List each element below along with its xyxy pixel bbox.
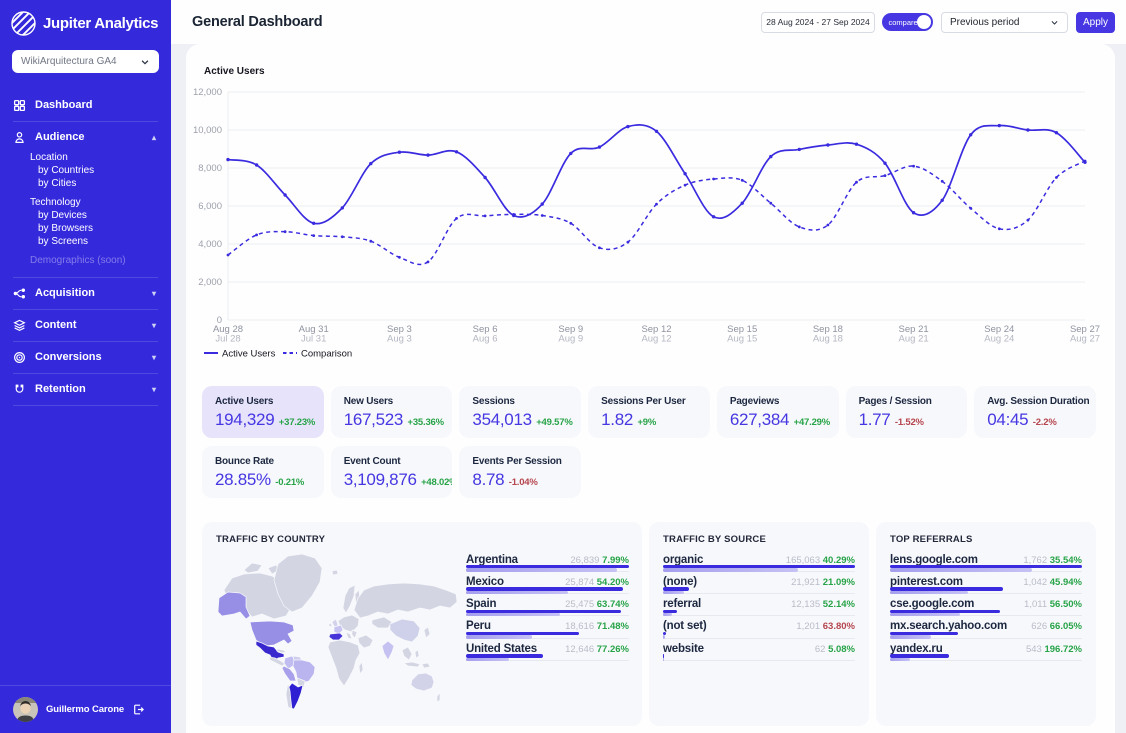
svg-text:Jul 31: Jul 31: [301, 334, 326, 345]
svg-text:8,000: 8,000: [198, 163, 222, 174]
svg-text:Sep 3: Sep 3: [387, 324, 412, 335]
svg-text:Active Users: Active Users: [222, 349, 276, 360]
svg-text:2,000: 2,000: [198, 277, 222, 288]
svg-text:Aug 27: Aug 27: [1070, 334, 1100, 345]
svg-text:6,000: 6,000: [198, 201, 222, 212]
svg-text:Aug 6: Aug 6: [473, 334, 498, 345]
svg-text:Aug 15: Aug 15: [727, 334, 757, 345]
svg-text:Sep 27: Sep 27: [1070, 324, 1100, 335]
svg-text:Aug 21: Aug 21: [899, 334, 929, 345]
svg-text:Sep 21: Sep 21: [899, 324, 929, 335]
svg-text:Sep 9: Sep 9: [558, 324, 583, 335]
svg-text:Aug 3: Aug 3: [387, 334, 412, 345]
svg-text:Aug 24: Aug 24: [984, 334, 1014, 345]
svg-text:0: 0: [217, 315, 222, 326]
svg-text:Aug 28: Aug 28: [213, 324, 243, 335]
svg-text:Sep 15: Sep 15: [727, 324, 757, 335]
svg-text:10,000: 10,000: [193, 125, 222, 136]
svg-text:Jul 28: Jul 28: [215, 334, 240, 345]
svg-text:4,000: 4,000: [198, 239, 222, 250]
svg-text:Sep 18: Sep 18: [813, 324, 843, 335]
svg-text:Aug 9: Aug 9: [558, 334, 583, 345]
svg-text:12,000: 12,000: [193, 87, 222, 98]
svg-text:Aug 12: Aug 12: [641, 334, 671, 345]
svg-text:Sep 12: Sep 12: [641, 324, 671, 335]
svg-text:Active Users: Active Users: [204, 66, 265, 77]
svg-text:Aug 31: Aug 31: [299, 324, 329, 335]
svg-text:Aug 18: Aug 18: [813, 334, 843, 345]
svg-text:Sep 24: Sep 24: [984, 324, 1014, 335]
svg-text:Comparison: Comparison: [301, 349, 352, 360]
svg-text:Sep 6: Sep 6: [473, 324, 498, 335]
